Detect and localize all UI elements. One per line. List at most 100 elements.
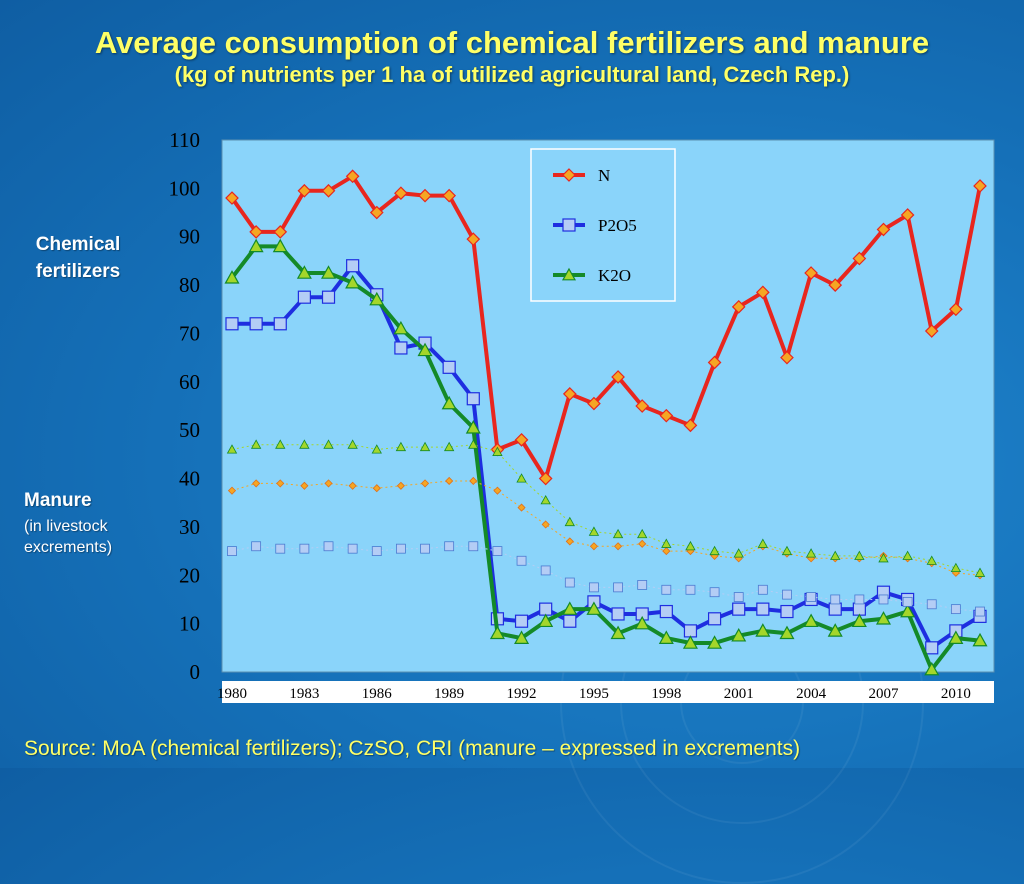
manure-point-p2o5	[420, 543, 430, 554]
data-point-k2o	[924, 661, 940, 676]
data-point-k2o	[417, 342, 433, 357]
data-point-p2o5	[828, 602, 842, 616]
manure-point-k2o	[226, 444, 238, 454]
manure-point-k2o	[709, 545, 720, 556]
legend-label: K2O	[598, 266, 631, 285]
data-point-k2o	[827, 623, 843, 637]
data-point-p2o5	[659, 604, 673, 619]
data-point-p2o5	[249, 317, 263, 331]
data-point-n	[683, 418, 698, 433]
data-point-p2o5	[297, 290, 311, 304]
data-point-p2o5	[707, 612, 722, 626]
manure-point-p2o5	[733, 592, 744, 602]
data-point-k2o	[948, 630, 964, 644]
data-point-k2o	[272, 238, 288, 253]
manure-point-p2o5	[492, 546, 503, 556]
x-tick-label: 2004	[796, 686, 827, 702]
manure-point-n	[638, 539, 647, 548]
manure-point-k2o	[926, 555, 937, 565]
x-axis-band	[222, 681, 994, 703]
manure-point-p2o5	[371, 546, 382, 556]
y-tick-label: 60	[179, 370, 200, 394]
manure-point-p2o5	[637, 580, 648, 590]
data-point-p2o5	[225, 317, 239, 331]
y-tick-label: 70	[179, 321, 200, 345]
data-point-k2o	[296, 265, 312, 279]
data-point-k2o	[514, 630, 530, 644]
data-point-n	[418, 188, 432, 203]
data-point-k2o	[538, 613, 554, 628]
manure-point-k2o	[830, 550, 841, 560]
manure-series-k2o	[226, 439, 986, 577]
data-point-k2o	[345, 274, 361, 289]
legend-label: P2O5	[598, 216, 637, 235]
data-point-p2o5	[925, 641, 939, 655]
data-point-p2o5	[321, 290, 336, 304]
manure-point-p2o5	[878, 594, 889, 605]
manure-point-k2o	[419, 441, 431, 452]
manure-point-k2o	[950, 562, 962, 573]
data-point-k2o	[248, 238, 264, 253]
data-point-n	[466, 232, 481, 246]
data-point-k2o	[779, 625, 795, 640]
data-point-k2o	[224, 270, 240, 284]
data-point-p2o5	[780, 604, 794, 619]
series-n	[225, 169, 987, 486]
manure-point-n	[613, 542, 623, 551]
legend-marker	[561, 267, 577, 281]
data-point-k2o	[707, 635, 723, 649]
legend-item-k2o: K2O	[553, 266, 631, 285]
manure-point-k2o	[395, 441, 407, 452]
manure-point-k2o	[250, 439, 262, 449]
manure-point-p2o5	[347, 543, 358, 554]
x-tick-label: 1998	[651, 686, 681, 702]
manure-point-p2o5	[757, 584, 768, 595]
data-point-k2o	[803, 613, 819, 628]
data-point-n	[587, 396, 601, 411]
y-tick-label: 80	[179, 273, 200, 297]
manure-point-k2o	[661, 538, 672, 548]
y-tick-label: 0	[190, 660, 201, 684]
data-point-p2o5	[346, 259, 360, 273]
y-tick-label: 100	[169, 176, 201, 200]
data-point-p2o5	[756, 602, 770, 616]
manure-point-p2o5	[661, 584, 672, 595]
manure-point-p2o5	[854, 594, 865, 605]
manure-point-k2o	[612, 528, 624, 539]
data-point-k2o	[465, 420, 481, 434]
manure-point-k2o	[974, 567, 986, 577]
data-point-n	[659, 408, 674, 423]
slide-title: Average consumption of chemical fertiliz…	[94, 25, 930, 60]
data-point-n	[538, 471, 553, 486]
data-point-k2o	[489, 625, 505, 640]
manure-point-k2o	[685, 540, 696, 551]
data-point-n	[562, 387, 577, 401]
source-note: Source: MoA (chemical fertilizers); CzSO…	[24, 737, 801, 760]
manure-point-k2o	[564, 516, 575, 527]
manure-point-p2o5	[227, 546, 237, 556]
manure-point-n	[300, 481, 309, 490]
x-tick-label: 2010	[941, 686, 971, 702]
data-point-p2o5	[466, 392, 480, 406]
data-point-n	[924, 324, 939, 338]
data-point-p2o5	[732, 602, 746, 616]
data-point-k2o	[731, 627, 747, 642]
manure-point-k2o	[902, 550, 913, 560]
manure-point-n	[445, 476, 454, 486]
manure-point-k2o	[637, 528, 648, 539]
manure-point-p2o5	[564, 577, 575, 588]
manure-point-k2o	[371, 444, 382, 454]
manure-sublabel: (in livestock excrements)	[24, 518, 113, 556]
data-point-p2o5	[514, 614, 529, 628]
data-point-k2o	[320, 265, 337, 279]
series-line	[230, 173, 982, 484]
manure-point-p2o5	[396, 543, 406, 554]
data-point-p2o5	[273, 317, 287, 331]
data-point-k2o	[369, 291, 385, 306]
data-point-k2o	[586, 601, 602, 615]
manure-point-p2o5	[830, 594, 841, 605]
manure-point-n	[493, 486, 502, 495]
data-point-k2o	[610, 625, 626, 640]
manure-point-k2o	[540, 494, 551, 505]
data-point-k2o	[658, 630, 674, 644]
